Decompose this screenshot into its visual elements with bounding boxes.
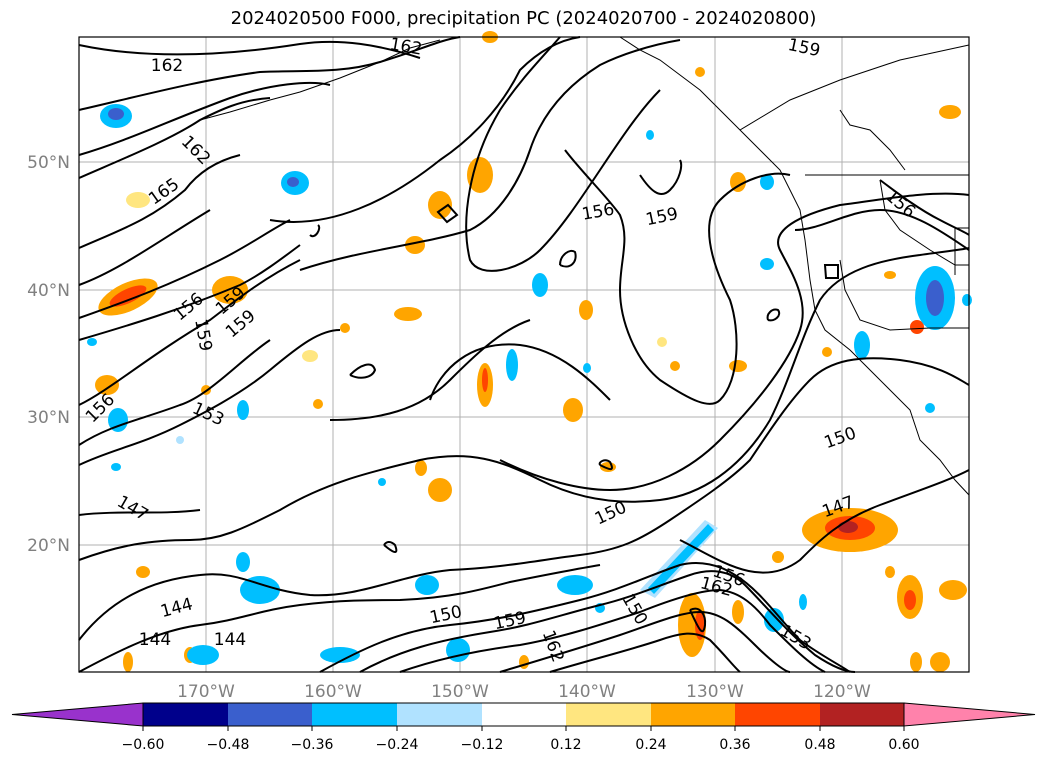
contour-label: 165 xyxy=(145,174,183,209)
colorbar-tick-label: 0.12 xyxy=(550,737,581,753)
colorbar-cell xyxy=(397,703,482,726)
contour-label: 150 xyxy=(618,590,652,628)
lon-label: 160°W xyxy=(304,682,362,702)
height-contours xyxy=(78,36,970,673)
lat-axis-labels: 50°N 40°N 30°N 20°N xyxy=(27,153,70,556)
colorbar-tick-label: −0.36 xyxy=(291,737,334,753)
contour-labels: 162 162 159 162 165 156 159 156 159 159 … xyxy=(82,34,919,665)
contour-label: 159 xyxy=(190,317,215,352)
contour-label: 162 xyxy=(151,56,183,76)
precip-negative-patches xyxy=(87,104,972,665)
map-title: 2024020500 F000, precipitation PC (20240… xyxy=(230,8,817,29)
colorbar-tick-label: 0.60 xyxy=(888,737,919,753)
contour-label: 144 xyxy=(158,594,195,622)
colorbar-tick-label: −0.60 xyxy=(122,737,165,753)
colorbar-extend-high xyxy=(903,702,1036,727)
colorbar-cells xyxy=(11,702,1036,727)
contour-label: 156 xyxy=(580,199,615,224)
lon-label: 170°W xyxy=(177,682,235,702)
colorbar-cell xyxy=(651,703,735,726)
colorbar-tick-label: 0.24 xyxy=(635,737,666,753)
colorbar-cell xyxy=(820,703,904,726)
colorbar-cell xyxy=(228,703,312,726)
coastlines xyxy=(199,36,970,496)
colorbar-extend-low xyxy=(11,702,144,727)
graticule xyxy=(79,37,969,672)
colorbar-tick-label: 0.36 xyxy=(719,737,750,753)
contour-label: 144 xyxy=(214,630,246,650)
contour-label: 162 xyxy=(177,132,214,169)
contour-label: 159 xyxy=(644,204,680,230)
contour-label: 147 xyxy=(113,492,151,526)
colorbar-tick-label: 0.48 xyxy=(804,737,835,753)
lat-label: 30°N xyxy=(27,408,70,428)
lat-label: 20°N xyxy=(27,536,70,556)
lon-label: 140°W xyxy=(558,682,616,702)
lon-label: 130°W xyxy=(686,682,744,702)
colorbar-cell xyxy=(566,703,651,726)
colorbar-tick-label: −0.24 xyxy=(376,737,419,753)
colorbar-outline xyxy=(142,702,905,727)
colorbar-ticks: −0.60 −0.48 −0.36 −0.24 −0.12 0.12 0.24 … xyxy=(122,726,920,753)
lat-label: 50°N xyxy=(27,153,70,173)
colorbar-tick-label: −0.48 xyxy=(207,737,250,753)
colorbar-cell xyxy=(482,703,566,726)
lat-label: 40°N xyxy=(27,281,70,301)
colorbar-cell xyxy=(312,703,397,726)
contour-label: 144 xyxy=(139,630,171,650)
contour-label: 150 xyxy=(822,423,859,453)
lon-label: 120°W xyxy=(813,682,871,702)
plot-frame xyxy=(78,36,970,673)
colorbar-cell xyxy=(735,703,820,726)
colorbar: −0.60 −0.48 −0.36 −0.24 −0.12 0.12 0.24 … xyxy=(11,702,1036,753)
contour-label: 159 xyxy=(786,35,822,61)
colorbar-cell xyxy=(143,703,228,726)
colorbar-tick-label: −0.12 xyxy=(461,737,504,753)
lon-label: 150°W xyxy=(431,682,489,702)
lon-axis-labels: 170°W 160°W 150°W 140°W 130°W 120°W xyxy=(177,682,871,702)
contour-label: 159 xyxy=(492,608,528,634)
